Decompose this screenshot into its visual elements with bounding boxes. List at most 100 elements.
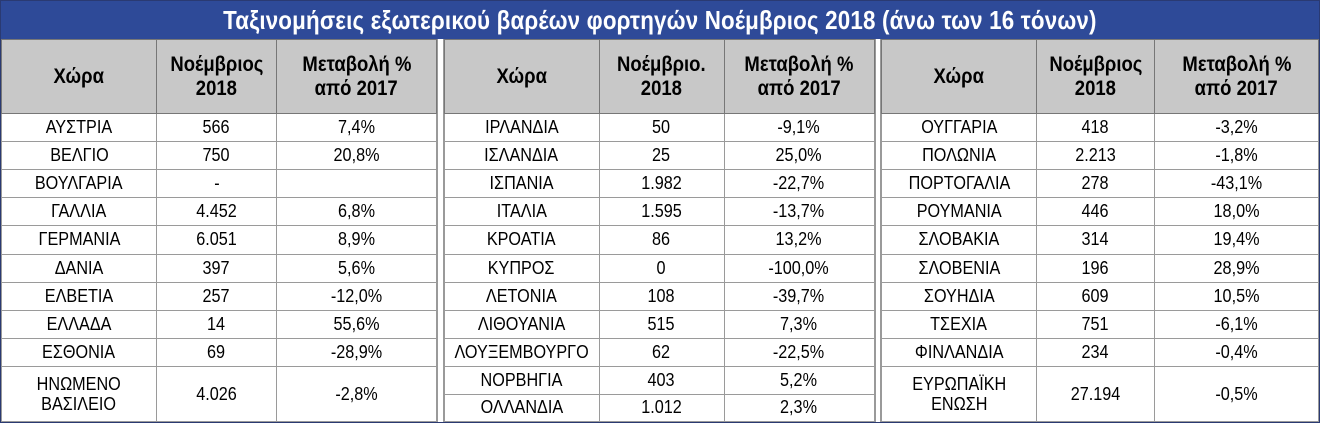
- change-cell: 7,4%: [276, 113, 437, 143]
- header-month: Νοέμβριος 2018: [156, 38, 277, 115]
- country-cell: ΛΕΤΟΝΙΑ: [443, 282, 600, 311]
- header-month: Νοέμβριος 2018: [1036, 38, 1155, 115]
- value-cell: 50: [598, 113, 725, 143]
- value-cell: 27.194: [1036, 366, 1155, 423]
- country-cell: ΡΟΥΜΑΝΙΑ: [881, 197, 1037, 227]
- value-cell: 14: [156, 310, 277, 339]
- change-cell: -43,1%: [1154, 169, 1319, 199]
- country-cell: ΙΣΛΑΝΔΙΑ: [443, 141, 600, 171]
- header-month: Νοέμβριο. 2018: [598, 38, 725, 115]
- table-row: ΕΛΛΑΔΑ 14 55,6%: [1, 310, 437, 339]
- change-cell: -39,7%: [723, 282, 875, 311]
- value-cell: 1.012: [598, 394, 725, 423]
- country-cell: ΚΡΟΑΤΙΑ: [443, 225, 600, 255]
- change-cell: 18,0%: [1154, 197, 1319, 227]
- table-row: ΛΕΤΟΝΙΑ 108 -39,7%: [443, 282, 875, 311]
- table-row: ΒΕΛΓΙΟ 750 20,8%: [1, 141, 437, 171]
- value-cell: 403: [598, 366, 725, 395]
- header-country: Χώρα: [1, 38, 157, 115]
- table-header-row: Χώρα Νοέμβριος 2018 Μεταβολή % από 2017: [1, 38, 437, 115]
- table-section-2: Χώρα Νοέμβριο. 2018 Μεταβολή % από 2017 ΙΡ…: [443, 38, 875, 423]
- change-cell: -12,0%: [276, 282, 437, 311]
- table-header-row: Χώρα Νοέμβριος 2018 Μεταβολή % από 2017: [881, 38, 1319, 115]
- value-cell: 278: [1036, 169, 1155, 199]
- table-row: ΛΟΥΞΕΜΒΟΥΡΓΟ 62 -22,5%: [443, 338, 875, 367]
- country-cell: ΕΛΒΕΤΙΑ: [1, 282, 157, 311]
- country-cell: ΣΟΥΗΔΙΑ: [881, 282, 1037, 311]
- value-cell: 1.982: [598, 169, 725, 199]
- country-cell: ΙΤΑΛΙΑ: [443, 197, 600, 227]
- change-cell: -13,7%: [723, 197, 875, 227]
- table-row: ΠΟΛΩΝΙΑ 2.213 -1,8%: [881, 141, 1319, 171]
- table-row: ΓΑΛΛΙΑ 4.452 6,8%: [1, 197, 437, 227]
- table-row: ΓΕΡΜΑΝΙΑ 6.051 8,9%: [1, 225, 437, 255]
- change-cell: -3,2%: [1154, 113, 1319, 143]
- country-cell: ΕΣΘΟΝΙΑ: [1, 338, 157, 367]
- change-cell: -100,0%: [723, 254, 875, 283]
- change-cell: 10,5%: [1154, 282, 1319, 311]
- value-cell: 0: [598, 254, 725, 283]
- change-cell: -1,8%: [1154, 141, 1319, 171]
- change-cell: 5,2%: [723, 366, 875, 395]
- country-cell: ΙΣΠΑΝΙΑ: [443, 169, 600, 199]
- table-row: ΙΤΑΛΙΑ 1.595 -13,7%: [443, 197, 875, 227]
- country-cell: ΗΝΩΜΕΝΟ ΒΑΣΙΛΕΙΟ: [1, 366, 157, 423]
- table-row: ΦΙΝΛΑΝΔΙΑ 234 -0,4%: [881, 338, 1319, 367]
- table-header-row: Χώρα Νοέμβριο. 2018 Μεταβολή % από 2017: [443, 38, 875, 115]
- value-cell: 6.051: [156, 225, 277, 255]
- change-cell: -22,7%: [723, 169, 875, 199]
- country-cell: ΦΙΝΛΑΝΔΙΑ: [881, 338, 1037, 367]
- change-cell: 2,3%: [723, 394, 875, 423]
- change-cell: 13,2%: [723, 225, 875, 255]
- table-columns: Χώρα Νοέμβριος 2018 Μεταβολή % από 2017 ΑΥ…: [1, 38, 1319, 423]
- change-cell: 19,4%: [1154, 225, 1319, 255]
- header-country: Χώρα: [443, 38, 600, 115]
- table-row: ΙΣΠΑΝΙΑ 1.982 -22,7%: [443, 169, 875, 199]
- change-cell: 6,8%: [276, 197, 437, 227]
- table-section-1: Χώρα Νοέμβριος 2018 Μεταβολή % από 2017 ΑΥ…: [1, 38, 437, 423]
- country-cell: ΓΑΛΛΙΑ: [1, 197, 157, 227]
- value-cell: 751: [1036, 310, 1155, 339]
- value-cell: 62: [598, 338, 725, 367]
- value-cell: 196: [1036, 254, 1155, 283]
- header-country: Χώρα: [881, 38, 1037, 115]
- country-cell: ΛΙΘΟΥΑΝΙΑ: [443, 310, 600, 339]
- change-cell: -0,4%: [1154, 338, 1319, 367]
- change-cell: 25,0%: [723, 141, 875, 171]
- value-cell: 25: [598, 141, 725, 171]
- value-cell: 69: [156, 338, 277, 367]
- change-cell: -22,5%: [723, 338, 875, 367]
- country-cell: ΙΡΛΑΝΔΙΑ: [443, 113, 600, 143]
- country-cell: ΓΕΡΜΑΝΙΑ: [1, 225, 157, 255]
- country-cell: ΠΟΛΩΝΙΑ: [881, 141, 1037, 171]
- country-cell: ΣΛΟΒΑΚΙΑ: [881, 225, 1037, 255]
- change-cell: 20,8%: [276, 141, 437, 171]
- header-change: Μεταβολή % από 2017: [723, 38, 875, 115]
- value-cell: 108: [598, 282, 725, 311]
- country-cell: ΟΥΓΓΑΡΙΑ: [881, 113, 1037, 143]
- value-cell: 4.452: [156, 197, 277, 227]
- change-cell: -6,1%: [1154, 310, 1319, 339]
- value-cell: 234: [1036, 338, 1155, 367]
- table-row: ΤΣΕΧΙΑ 751 -6,1%: [881, 310, 1319, 339]
- country-cell: ΕΥΡΩΠΑΪΚΗ ΕΝΩΣΗ: [881, 366, 1037, 423]
- country-cell: ΣΛΟΒΕΝΙΑ: [881, 254, 1037, 283]
- table-title: Ταξινομήσεις εξωτερικού βαρέων φορτηγών …: [1, 1, 1319, 39]
- table-section-3: Χώρα Νοέμβριος 2018 Μεταβολή % από 2017 ΟΥ…: [881, 38, 1319, 423]
- header-change: Μεταβολή % από 2017: [276, 38, 437, 115]
- table-row: ΣΛΟΒΑΚΙΑ 314 19,4%: [881, 225, 1319, 255]
- table-row: ΚΥΠΡΟΣ 0 -100,0%: [443, 254, 875, 283]
- table-row: ΔΑΝΙΑ 397 5,6%: [1, 254, 437, 283]
- value-cell: 750: [156, 141, 277, 171]
- change-cell: -9,1%: [723, 113, 875, 143]
- value-cell: 418: [1036, 113, 1155, 143]
- country-cell: ΔΑΝΙΑ: [1, 254, 157, 283]
- change-cell: 55,6%: [276, 310, 437, 339]
- country-cell: ΑΥΣΤΡΙΑ: [1, 113, 157, 143]
- country-cell: ΠΟΡΤΟΓΑΛΙΑ: [881, 169, 1037, 199]
- country-cell: ΤΣΕΧΙΑ: [881, 310, 1037, 339]
- column-divider: [874, 39, 881, 422]
- table-row: ΚΡΟΑΤΙΑ 86 13,2%: [443, 225, 875, 255]
- table-row: ΛΙΘΟΥΑΝΙΑ 515 7,3%: [443, 310, 875, 339]
